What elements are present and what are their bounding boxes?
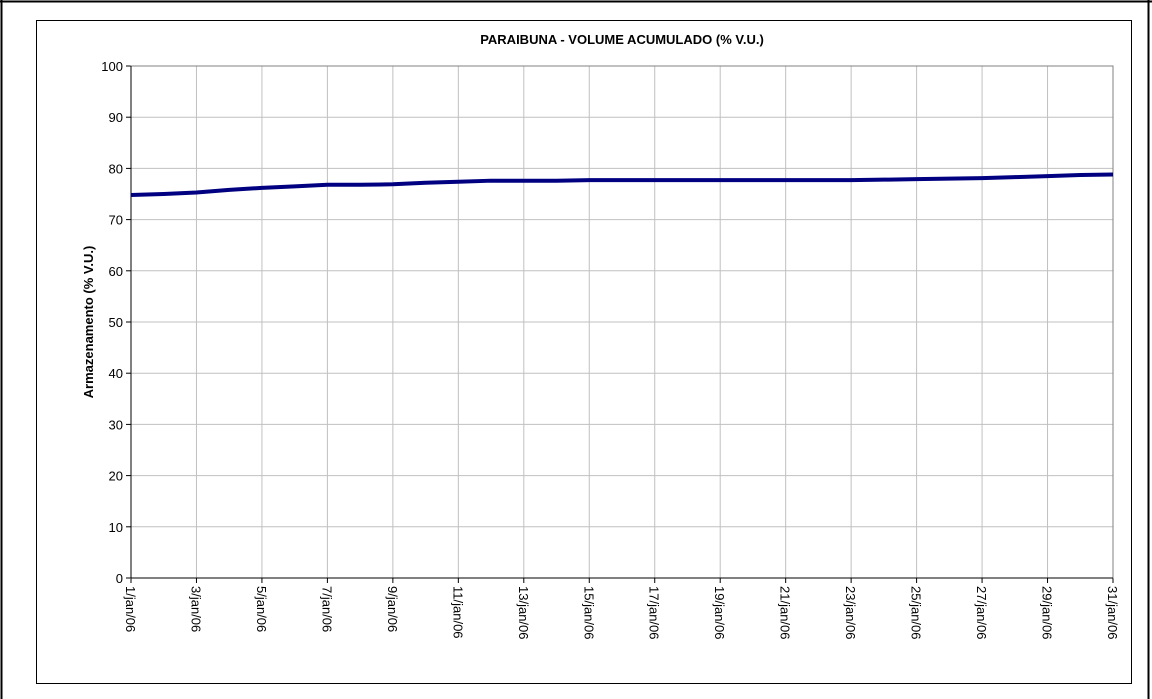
chart-title: PARAIBUNA - VOLUME ACUMULADO (% V.U.) <box>480 32 764 47</box>
y-tick-label: 10 <box>109 520 123 535</box>
x-tick-label: 21/jan/06 <box>778 586 793 640</box>
y-tick-label: 20 <box>109 469 123 484</box>
x-tick-label: 31/jan/06 <box>1105 586 1120 640</box>
chart-area <box>36 20 1132 684</box>
y-tick-label: 90 <box>109 110 123 125</box>
data-line <box>130 172 1114 198</box>
x-tick-label: 27/jan/06 <box>974 586 989 640</box>
x-tick-label: 13/jan/06 <box>516 586 531 640</box>
y-tick-label: 40 <box>109 366 123 381</box>
x-tick-label: 11/jan/06 <box>450 586 465 639</box>
y-axis-label: Armazenamento (% V.U.) <box>81 246 96 399</box>
x-tick-label: 3/jan/06 <box>188 586 203 632</box>
x-tick-label: 25/jan/06 <box>909 586 924 640</box>
x-tick-label: 17/jan/06 <box>647 586 662 640</box>
y-tick-label: 0 <box>116 571 123 586</box>
x-tick-label: 29/jan/06 <box>1040 586 1055 640</box>
y-tick-label: 60 <box>109 264 123 279</box>
y-tick-label: 100 <box>101 59 123 74</box>
x-tick-label: 7/jan/06 <box>319 586 334 632</box>
x-tick-label: 9/jan/06 <box>385 586 400 632</box>
y-tick-label: 80 <box>109 161 123 176</box>
y-tick-label: 70 <box>109 213 123 228</box>
y-tick-label: 30 <box>109 417 123 432</box>
x-tick-label: 1/jan/06 <box>123 586 138 632</box>
y-tick-label: 50 <box>109 315 123 330</box>
x-tick-label: 15/jan/06 <box>581 586 596 640</box>
x-tick-label: 23/jan/06 <box>843 586 858 640</box>
x-tick-label: 19/jan/06 <box>712 586 727 640</box>
x-tick-label: 5/jan/06 <box>254 586 269 632</box>
